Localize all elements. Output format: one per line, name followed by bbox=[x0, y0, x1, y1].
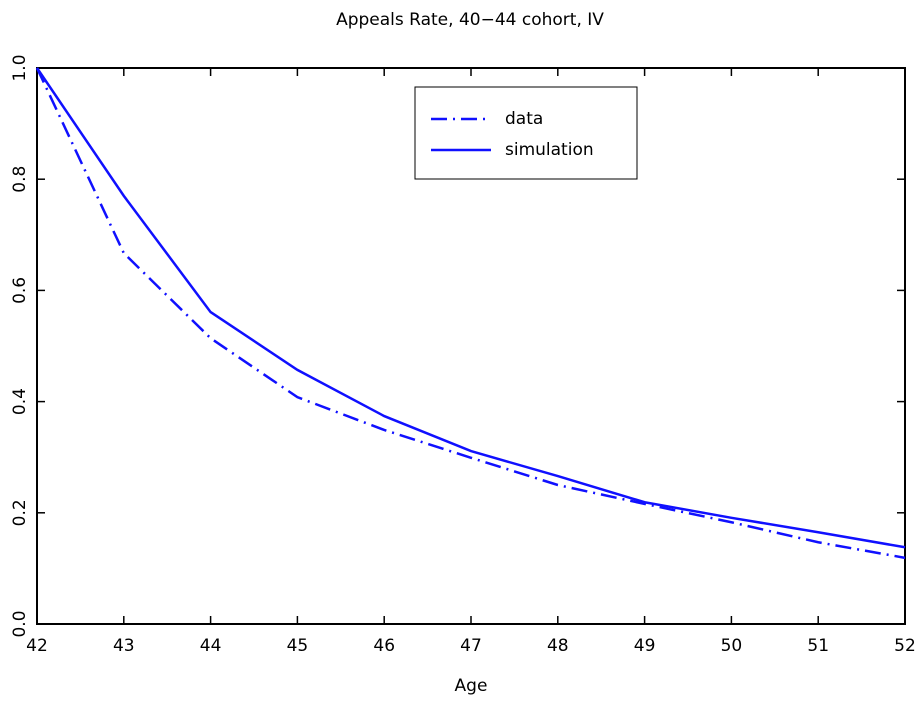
legend-box bbox=[414, 86, 638, 180]
x-tick-label: 51 bbox=[807, 636, 829, 656]
x-axis-label: Age bbox=[455, 676, 488, 696]
x-tick-label: 43 bbox=[113, 636, 135, 656]
y-tick-label: 0.6 bbox=[10, 277, 30, 304]
chart-title: Appeals Rate, 40−44 cohort, IV bbox=[336, 10, 604, 30]
x-tick-label: 50 bbox=[721, 636, 743, 656]
x-tick-label: 42 bbox=[26, 636, 48, 656]
x-tick-label: 44 bbox=[200, 636, 222, 656]
x-tick-label: 47 bbox=[460, 636, 482, 656]
x-tick-label: 46 bbox=[373, 636, 395, 656]
legend-label: simulation bbox=[505, 140, 594, 160]
y-tick-label: 0.0 bbox=[10, 610, 30, 637]
series-line bbox=[35, 67, 906, 560]
x-tick-label: 48 bbox=[547, 636, 569, 656]
y-tick-label: 1.0 bbox=[10, 54, 30, 81]
y-tick-label: 0.8 bbox=[10, 166, 30, 193]
x-tick-label: 45 bbox=[287, 636, 309, 656]
y-tick-label: 0.2 bbox=[10, 499, 30, 526]
x-tick-label: 52 bbox=[894, 636, 916, 656]
y-tick-label: 0.4 bbox=[10, 388, 30, 415]
legend-label: data bbox=[505, 109, 543, 129]
x-tick-label: 49 bbox=[634, 636, 656, 656]
series-line bbox=[35, 67, 906, 549]
